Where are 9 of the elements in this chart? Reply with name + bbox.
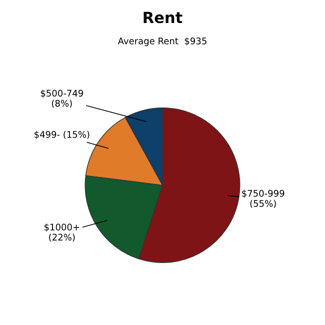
chart-subtitle: Average Rent $935 xyxy=(118,37,206,46)
data-label: (55%) xyxy=(250,200,276,208)
slice-label: $1000+ xyxy=(44,224,80,232)
slice-label: $499- (15%) xyxy=(34,130,90,140)
slice-label: $750-999 xyxy=(242,190,284,198)
slice-label: $500-749 xyxy=(40,90,83,98)
data-label: (8%) xyxy=(52,100,72,108)
chart-title: Rent xyxy=(144,12,182,24)
data-label: (22%) xyxy=(49,234,75,242)
